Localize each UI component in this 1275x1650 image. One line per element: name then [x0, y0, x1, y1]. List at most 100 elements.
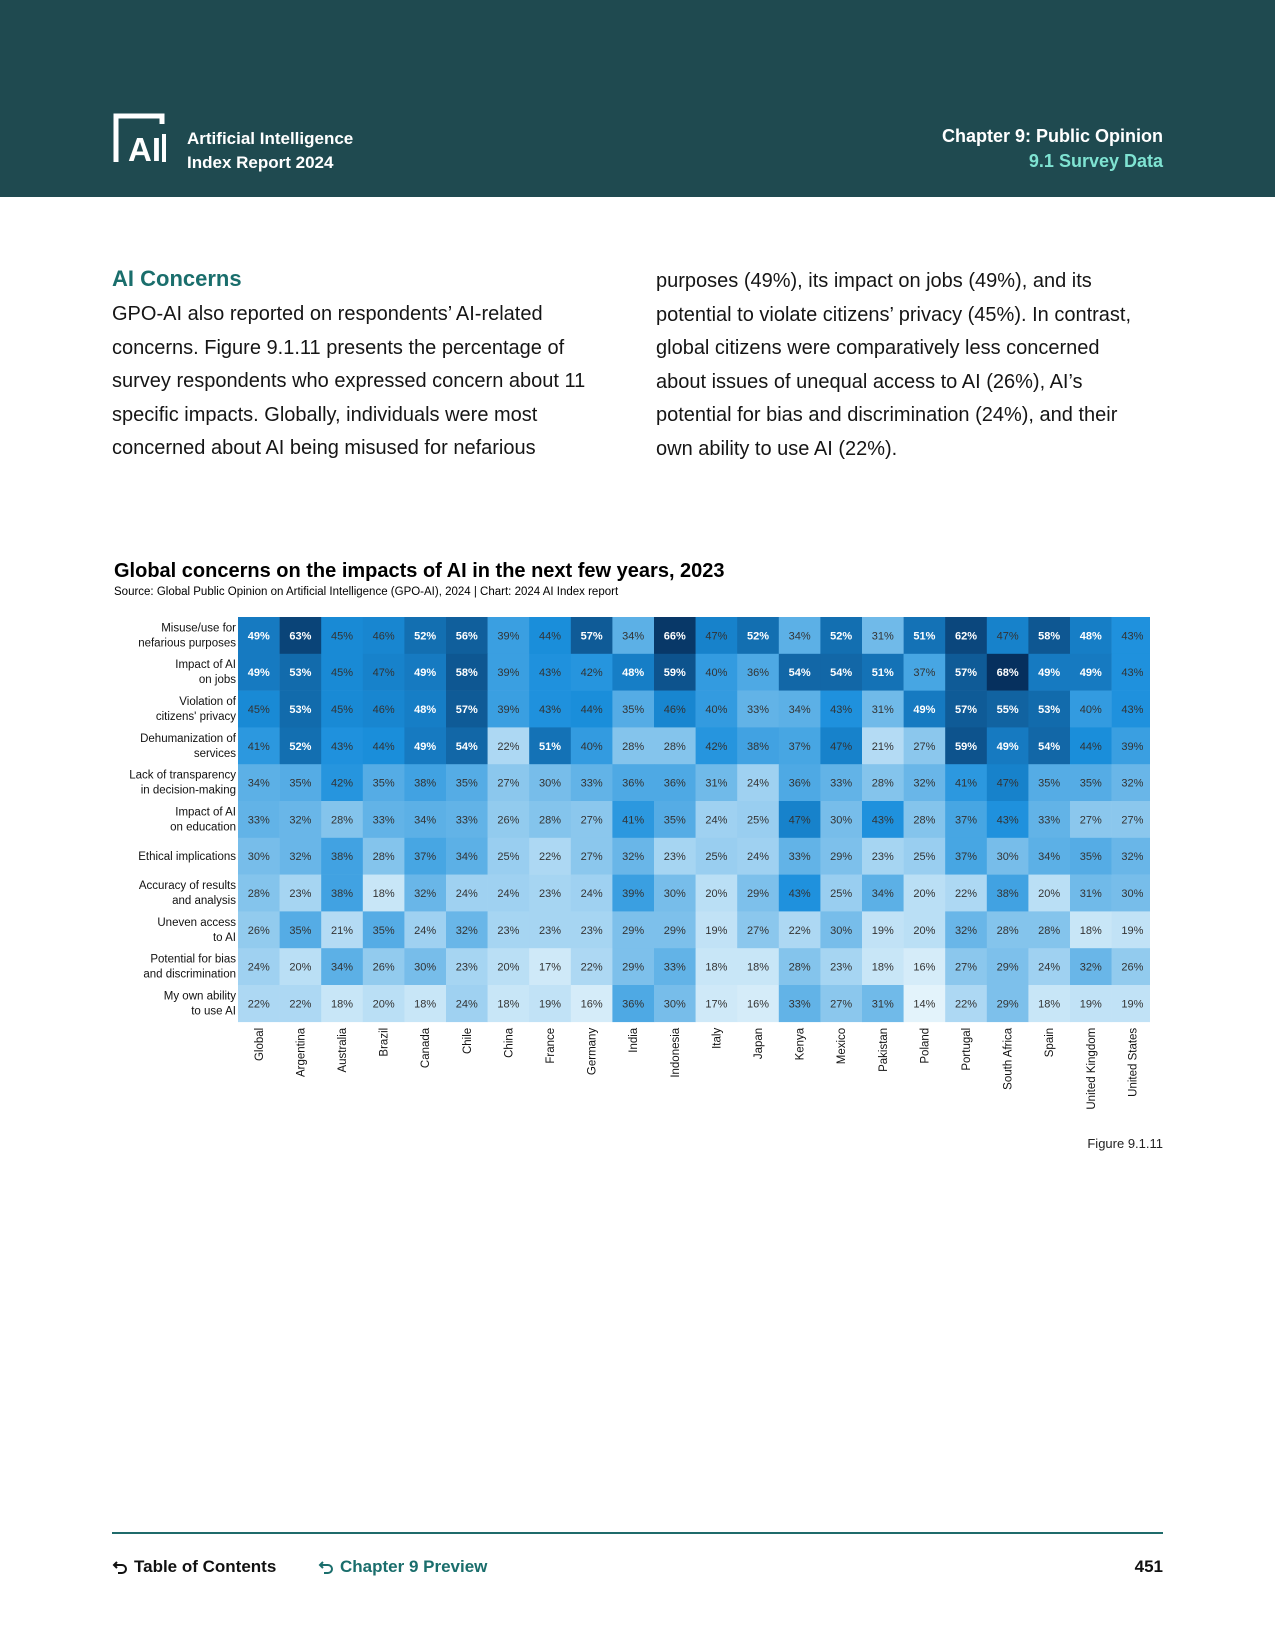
chapter-heading: Chapter 9: Public Opinion 9.1 Survey Dat…	[942, 124, 1163, 174]
cell-value-label: 36%	[664, 778, 686, 790]
cell-value-label: 39%	[622, 888, 644, 900]
heatmap-cell	[1111, 911, 1150, 949]
cell-value-label: 43%	[1121, 704, 1143, 716]
cell-value-label: 19%	[1121, 925, 1143, 937]
cell-value-label: 33%	[456, 814, 478, 826]
cell-value-label: 24%	[747, 778, 769, 790]
cell-value-label: 28%	[789, 962, 811, 974]
heatmap-cell	[612, 764, 655, 802]
heatmap-cell	[529, 948, 572, 986]
heatmap-cell	[321, 801, 364, 839]
cell-value-label: 16%	[913, 962, 935, 974]
heatmap-chart: 49% 63% 45% 46% 52% 56% 39% 44% 57% 34% 66% 47% 52% 3…	[129, 617, 1150, 1110]
cell-value-label: 23%	[664, 851, 686, 863]
cell-value-label: 34%	[622, 630, 644, 642]
heatmap-cell	[862, 985, 904, 1023]
cell-value-label: 27%	[497, 778, 519, 790]
heatmap-cell	[862, 837, 904, 875]
cell-value-label: 26%	[497, 814, 519, 826]
cell-value-label: 19%	[1121, 998, 1143, 1010]
chapter-preview-link[interactable]: Chapter 9 Preview	[318, 1557, 487, 1577]
heatmap-cell	[862, 653, 904, 691]
cell-value-label: 31%	[872, 998, 894, 1010]
cell-value-label: 43%	[830, 704, 852, 716]
heatmap-cell	[570, 727, 613, 765]
heatmap-cell	[1070, 727, 1112, 765]
heatmap-cell	[612, 801, 655, 839]
heatmap-cell	[695, 653, 738, 691]
cell-value-label: 32%	[414, 888, 436, 900]
cell-value-label: 25%	[913, 851, 935, 863]
cell-value-label: 29%	[747, 888, 769, 900]
cell-value-label: 47%	[997, 630, 1019, 642]
svg-text:AI: AI	[128, 131, 161, 166]
heatmap-cell	[612, 837, 655, 875]
heatmap-cell	[362, 617, 405, 655]
cell-value-label: 33%	[1038, 814, 1060, 826]
heatmap-cell	[986, 690, 1029, 728]
heatmap-cell	[238, 985, 280, 1023]
heatmap-cell	[446, 985, 488, 1023]
heatmap-cell	[570, 837, 613, 875]
heatmap-cell	[1028, 837, 1071, 875]
heatmap-cell	[321, 690, 364, 728]
heatmap-cell	[279, 801, 322, 839]
cell-value-label: 46%	[373, 704, 395, 716]
heatmap-cell	[1111, 617, 1150, 655]
heatmap-cell	[1028, 948, 1071, 986]
heatmap-cell	[862, 801, 904, 839]
heatmap-cell	[570, 874, 613, 912]
heatmap-cell	[570, 653, 613, 691]
heatmap-cell	[612, 617, 655, 655]
cell-value-label: 31%	[705, 778, 727, 790]
heatmap-cell	[820, 727, 863, 765]
heatmap-cell	[1111, 874, 1150, 912]
heatmap-cell	[612, 874, 655, 912]
heatmap-cell	[404, 653, 447, 691]
heatmap-cell	[737, 764, 780, 802]
heatmap-cell	[695, 985, 738, 1023]
cell-value-label: 24%	[581, 888, 603, 900]
heatmap-cell	[903, 985, 946, 1023]
heatmap-cell	[945, 801, 988, 839]
cell-value-label: 28%	[248, 888, 270, 900]
cell-value-label: 28%	[913, 814, 935, 826]
y-tick-label: Impact of AI on education	[170, 806, 236, 833]
heatmap-cell	[778, 911, 821, 949]
y-tick-label: Accuracy of results and analysis	[139, 880, 236, 907]
cell-value-label: 20%	[913, 888, 935, 900]
heatmap-cell	[945, 764, 988, 802]
heatmap-cell	[862, 948, 904, 986]
heatmap-cell	[529, 617, 572, 655]
preview-label: Chapter 9 Preview	[340, 1557, 488, 1576]
heatmap-cell	[1111, 985, 1150, 1023]
heatmap-cell	[279, 653, 322, 691]
heatmap-cell	[820, 801, 863, 839]
cell-value-label: 33%	[789, 851, 811, 863]
table-of-contents-link[interactable]: Table of Contents	[112, 1557, 276, 1577]
heatmap-cell	[820, 653, 863, 691]
cell-value-label: 43%	[1121, 630, 1143, 642]
heatmap-cell	[446, 764, 488, 802]
cell-value-label: 32%	[913, 778, 935, 790]
heatmap-cell	[570, 948, 613, 986]
heatmap-cell	[903, 653, 946, 691]
heatmap-cell	[487, 948, 530, 986]
heatmap-cell	[1028, 617, 1071, 655]
heatmap-cell	[778, 653, 821, 691]
heatmap-cell	[654, 874, 696, 912]
heatmap-cell	[903, 690, 946, 728]
cell-value-label: 52%	[830, 630, 852, 642]
cell-value-label: 35%	[664, 814, 686, 826]
cell-value-label: 23%	[456, 962, 478, 974]
heatmap-cell	[529, 911, 572, 949]
cell-value-label: 39%	[497, 667, 519, 679]
heatmap-cell	[612, 690, 655, 728]
x-tick-label: Japan	[753, 1028, 765, 1059]
cell-value-label: 22%	[497, 741, 519, 753]
heatmap-cell	[612, 985, 655, 1023]
cell-value-label: 22%	[789, 925, 811, 937]
cell-value-label: 49%	[414, 667, 436, 679]
cell-value-label: 30%	[830, 925, 852, 937]
cell-value-label: 34%	[456, 851, 478, 863]
